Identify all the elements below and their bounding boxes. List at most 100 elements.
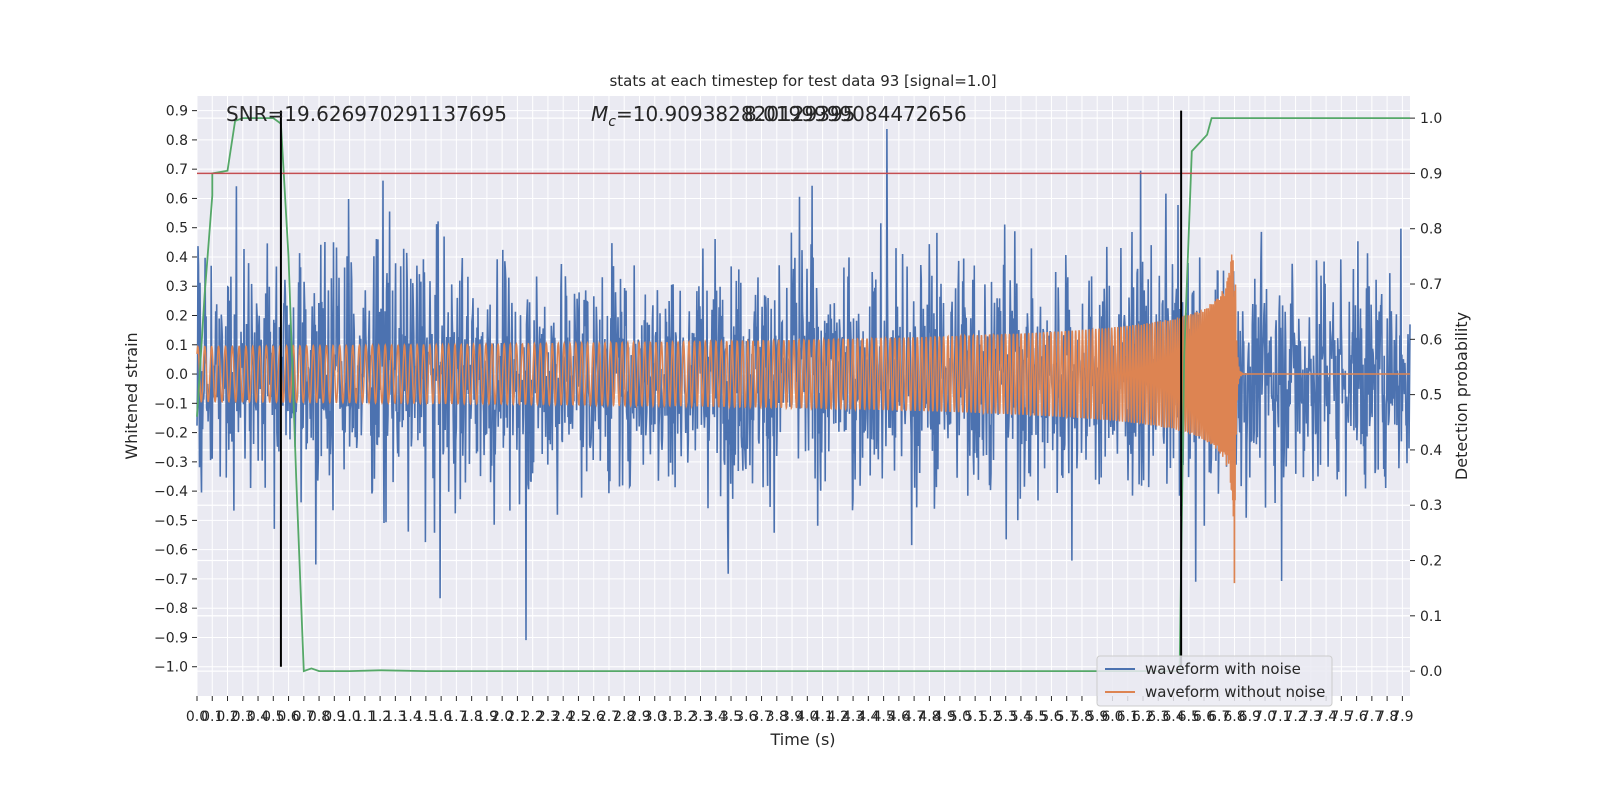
x-tick-label: 0.7 — [293, 709, 315, 725]
x-tick-label: 7.0 — [1254, 709, 1276, 725]
overlap-annotation: 8.0199999084472656 — [744, 102, 967, 126]
x-tick-label: 3.8 — [766, 709, 788, 725]
x-tick-label: 4.1 — [811, 709, 833, 725]
x-tick-label: 0.9 — [323, 709, 345, 725]
y-tick-label: −0.5 — [154, 513, 188, 529]
y-tick-label: 0.2 — [166, 309, 188, 325]
x-tick-label: 4.2 — [827, 709, 849, 725]
legend-label-clean: waveform without noise — [1145, 683, 1325, 701]
x-tick-label: 4.8 — [918, 709, 940, 725]
x-tick-label: 2.6 — [583, 709, 605, 725]
x-tick-label: 1.5 — [415, 709, 437, 725]
y-tick-label: −0.4 — [154, 484, 188, 500]
y-tick-label: −0.1 — [154, 396, 188, 412]
x-tick-label: 1.6 — [430, 709, 452, 725]
x-tick-label: 7.4 — [1315, 709, 1337, 725]
x-tick-label: 3.9 — [781, 709, 803, 725]
y-right-axis-label: Detection probability — [1452, 312, 1471, 480]
y-axis-label: Whitened strain — [122, 332, 141, 459]
y-tick-label: 0.1 — [166, 338, 188, 354]
mc-symbol: M — [591, 102, 608, 126]
x-tick-label: 5.9 — [1086, 709, 1108, 725]
y-tick-label: −0.8 — [154, 601, 188, 617]
x-tick-label: 1.8 — [461, 709, 483, 725]
legend-label-noisy: waveform with noise — [1145, 660, 1301, 678]
x-tick-label: 4.9 — [934, 709, 956, 725]
y-tick-label: −1.0 — [154, 660, 188, 676]
y-right-tick-label: 0.9 — [1420, 166, 1442, 182]
x-tick-label: 5.0 — [949, 709, 971, 725]
x-tick-label: 5.8 — [1071, 709, 1093, 725]
x-tick-label: 0.1 — [201, 709, 223, 725]
legend: waveform with noise waveform without noi… — [1096, 655, 1333, 707]
series-waveform-without-noise — [196, 254, 1410, 584]
x-tick-label: 6.9 — [1239, 709, 1261, 725]
snr-annotation: SNR=19.626970291137695 — [226, 102, 507, 126]
x-tick-label: 3.6 — [735, 709, 757, 725]
x-tick-label: 4.6 — [888, 709, 910, 725]
x-tick-label: 2.5 — [567, 709, 589, 725]
x-tick-label: 2.3 — [537, 709, 559, 725]
mc-subscript: c — [608, 114, 616, 130]
x-tick-label: 4.0 — [796, 709, 818, 725]
x-tick-label: 5.3 — [995, 709, 1017, 725]
y-right-tick-label: 0.2 — [1420, 554, 1442, 570]
x-tick-label: 5.6 — [1040, 709, 1062, 725]
x-tick-label: 2.1 — [506, 709, 528, 725]
x-tick-label: 6.8 — [1223, 709, 1245, 725]
x-tick-label: 4.3 — [842, 709, 864, 725]
x-tick-label: 4.4 — [857, 709, 879, 725]
x-tick-label: 0.4 — [247, 709, 269, 725]
x-tick-label: 0.5 — [262, 709, 284, 725]
detection-probability-line — [196, 117, 1410, 673]
overlays — [197, 110, 1410, 667]
x-tick-label: 6.4 — [1162, 709, 1184, 725]
x-tick-label: 0.8 — [308, 709, 330, 725]
x-tick-label: 3.5 — [720, 709, 742, 725]
x-tick-label: 7.8 — [1376, 709, 1398, 725]
y-tick-label: −0.3 — [154, 455, 188, 471]
x-tick-label: 5.5 — [1025, 709, 1047, 725]
x-tick-label: 3.0 — [644, 709, 666, 725]
y-tick-label: −0.6 — [154, 543, 188, 559]
clean-waveform-line — [196, 254, 1410, 584]
mc-annotation: Mc=10.909382820129395 — [591, 102, 855, 130]
x-tick-label: 2.0 — [491, 709, 513, 725]
x-tick-label: 7.5 — [1330, 709, 1352, 725]
x-tick-label: 7.9 — [1391, 709, 1413, 725]
series-detection-probability — [196, 117, 1410, 673]
y-tick-label: −0.2 — [154, 426, 188, 442]
x-tick-label: 7.1 — [1269, 709, 1291, 725]
y-right-tick-label: 0.4 — [1420, 443, 1442, 459]
x-tick-label: 5.1 — [964, 709, 986, 725]
x-tick-label: 6.7 — [1208, 709, 1230, 725]
x-tick-label: 3.4 — [705, 709, 727, 725]
x-tick-label: 1.2 — [369, 709, 391, 725]
x-tick-label: 5.4 — [1010, 709, 1032, 725]
x-tick-label: 6.2 — [1132, 709, 1154, 725]
x-tick-label: 3.2 — [674, 709, 696, 725]
x-tick-label: 3.1 — [659, 709, 681, 725]
x-tick-label: 2.2 — [522, 709, 544, 725]
x-tick-label: 6.0 — [1101, 709, 1123, 725]
y-right-tick-label: 0.8 — [1420, 222, 1442, 238]
x-tick-label: 3.3 — [689, 709, 711, 725]
x-tick-label: 4.5 — [872, 709, 894, 725]
x-tick-label: 0.3 — [232, 709, 254, 725]
y-right-tick-label: 0.3 — [1420, 498, 1442, 514]
x-tick-label: 5.7 — [1056, 709, 1078, 725]
y-tick-label: 0.6 — [166, 191, 188, 207]
x-tick-label: 2.9 — [628, 709, 650, 725]
y-right-tick-label: 0.1 — [1420, 609, 1442, 625]
x-tick-label: 0.0 — [186, 709, 208, 725]
axes: 0.00.10.20.30.40.50.60.70.80.91.01.11.21… — [154, 104, 1442, 725]
x-tick-label: 6.3 — [1147, 709, 1169, 725]
x-tick-label: 7.2 — [1284, 709, 1306, 725]
y-right-tick-label: 0.6 — [1420, 332, 1442, 348]
y-right-tick-label: 0.5 — [1420, 388, 1442, 404]
x-tick-label: 7.3 — [1300, 709, 1322, 725]
x-tick-label: 6.6 — [1193, 709, 1215, 725]
x-tick-label: 0.2 — [216, 709, 238, 725]
x-tick-label: 2.8 — [613, 709, 635, 725]
